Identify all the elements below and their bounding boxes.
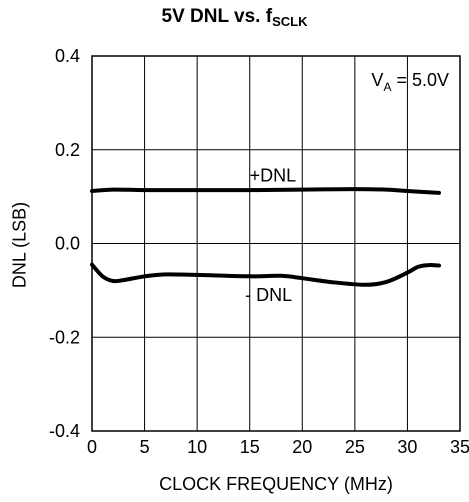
y-axis-label: DNL (LSB)	[9, 201, 30, 289]
x-tick-label: 30	[397, 437, 417, 457]
y-tick-label: -0.2	[49, 327, 80, 347]
series-line-positive-dnl	[90, 187, 441, 195]
x-tick-label: 5	[140, 437, 150, 457]
chart-title: 5V DNL vs. fSCLK	[161, 6, 308, 29]
va-annotation: VA = 5.0V	[371, 70, 449, 94]
y-tick-label: -0.4	[49, 421, 80, 441]
series-line-negative-dnl	[90, 262, 441, 287]
y-tick-label: 0.2	[55, 140, 80, 160]
x-tick-label: 0	[87, 437, 97, 457]
series-lines	[90, 187, 441, 287]
grid	[92, 56, 460, 431]
y-tick-label: 0.4	[55, 46, 80, 66]
tick-labels: 0 5 10 15 20 25 30 35 -0.4 -0.2 0.0 0.2 0.4	[49, 46, 469, 457]
x-tick-label: 25	[345, 437, 365, 457]
plot-frame	[91, 55, 461, 432]
x-axis-label: CLOCK FREQUENCY (MHz)	[159, 474, 393, 494]
series-label-positive-dnl: +DNL	[250, 166, 297, 186]
series-label-negative-dnl: - DNL	[245, 285, 292, 305]
x-tick-label: 20	[292, 437, 312, 457]
series-labels: +DNL - DNL	[245, 166, 296, 306]
y-tick-label: 0.0	[55, 234, 80, 254]
x-tick-label: 35	[450, 437, 469, 457]
x-tick-label: 10	[187, 437, 207, 457]
x-tick-label: 15	[240, 437, 260, 457]
